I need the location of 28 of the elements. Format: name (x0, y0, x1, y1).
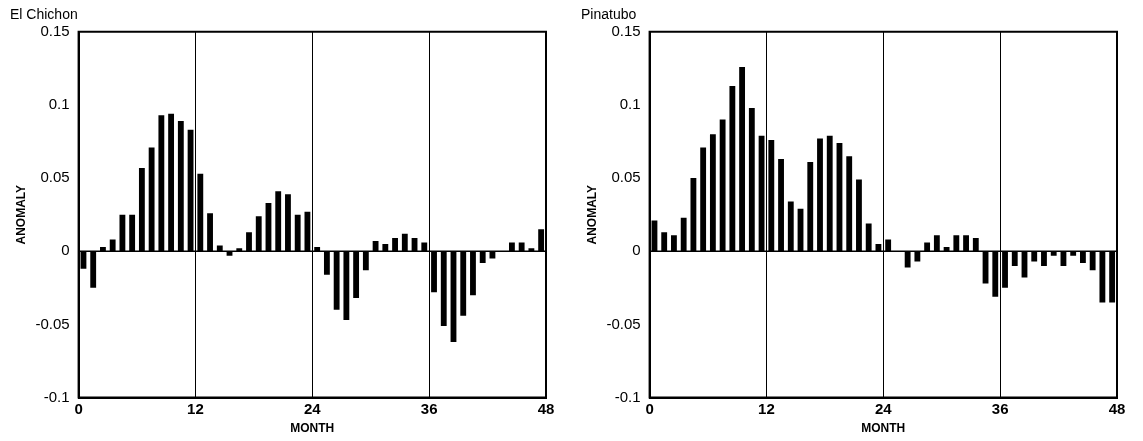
y-tick-label: -0.05 (606, 314, 641, 332)
y-tick-label: 0.1 (619, 95, 641, 113)
y-tick-label: -0.1 (614, 387, 641, 405)
y-tick-label: 0 (61, 241, 70, 259)
x-tick-label: 0 (74, 399, 83, 417)
x-tick-label: 12 (758, 399, 775, 417)
y-tick-label: 0.05 (611, 168, 641, 186)
y-tick-label: 0.15 (611, 21, 641, 39)
x-axis-title: MONTH (290, 421, 335, 436)
y-axis-title: ANOMALY (584, 184, 599, 245)
x-tick-label: 24 (303, 399, 322, 417)
x-axis-title: MONTH (861, 421, 906, 436)
y-tick-label: 0.15 (40, 21, 70, 39)
x-tick-label: 12 (187, 399, 204, 417)
y-tick-label: -0.1 (43, 387, 70, 405)
x-tick-label: 0 (645, 399, 654, 417)
y-tick-label: 0 (632, 241, 641, 259)
chart-title: El Chichon (10, 6, 78, 23)
y-tick-label: 0.05 (40, 168, 70, 186)
x-tick-label: 36 (420, 399, 438, 417)
y-axis-title: ANOMALY (13, 184, 28, 245)
x-tick-label: 48 (1108, 399, 1126, 417)
chart-title: Pinatubo (581, 6, 637, 23)
x-tick-label: 48 (537, 399, 555, 417)
y-tick-label: 0.1 (48, 95, 70, 113)
x-tick-label: 24 (874, 399, 893, 417)
x-tick-label: 36 (991, 399, 1009, 417)
y-tick-label: -0.05 (35, 314, 70, 332)
